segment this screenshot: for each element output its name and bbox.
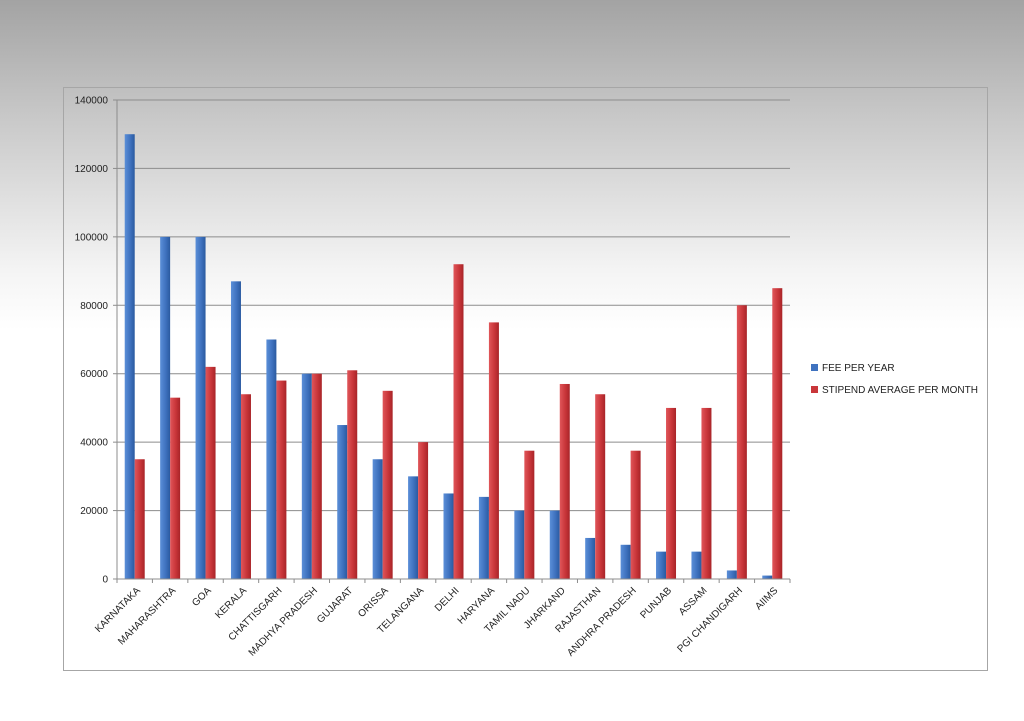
x-category-label: GOA [190, 585, 214, 609]
bar-fee-7 [372, 459, 383, 579]
x-category-label: ASSAM [677, 585, 710, 618]
bar-stipend-6 [347, 370, 358, 579]
bar-stipend-2 [205, 366, 216, 579]
legend-swatch-0 [811, 364, 818, 371]
legend-label-0: FEE PER YEAR [822, 363, 895, 374]
y-tick-label: 120000 [75, 164, 109, 175]
bar-stipend-14 [630, 450, 641, 579]
x-category-label: ORISSA [356, 585, 391, 620]
bar-stipend-4 [276, 380, 287, 579]
bar-fee-10 [478, 496, 489, 579]
gridlines [117, 99, 790, 512]
bar-stipend-7 [382, 390, 393, 579]
bar-stipend-3 [240, 394, 251, 579]
y-tick-label: 0 [102, 575, 108, 586]
y-tick-label: 60000 [80, 369, 108, 380]
bar-stipend-1 [170, 397, 181, 579]
bar-stipend-10 [488, 322, 499, 579]
bar-fee-6 [337, 425, 348, 579]
y-tick-label: 80000 [80, 301, 108, 312]
chart-frame [63, 87, 988, 671]
y-tick-label: 40000 [80, 438, 108, 449]
bar-stipend-16 [701, 407, 712, 579]
bar-stipend-15 [666, 407, 677, 579]
x-category-label: PUNJAB [638, 585, 674, 621]
bar-fee-1 [160, 236, 171, 579]
axes [113, 100, 791, 583]
x-category-label: GUJARAT [315, 585, 355, 625]
x-category-label: PGI CHANDIGARH [676, 585, 745, 654]
bar-fee-14 [620, 544, 631, 579]
bar-fee-2 [195, 236, 206, 579]
bar-fee-11 [514, 510, 525, 579]
x-category-label: KERALA [213, 585, 249, 621]
x-category-label: DELHI [433, 585, 462, 614]
bar-fee-5 [301, 373, 312, 579]
bar-stipend-12 [559, 383, 570, 579]
bar-fee-8 [408, 476, 419, 579]
bar-fee-13 [585, 537, 596, 579]
bar-stipend-5 [311, 373, 322, 579]
y-tick-label: 100000 [75, 232, 109, 243]
bar-fee-12 [549, 510, 560, 579]
bar-stipend-0 [134, 459, 145, 579]
bar-stipend-11 [524, 450, 535, 579]
bar-fee-0 [124, 134, 135, 579]
x-category-label: MADHYA PRADESH [247, 585, 320, 658]
bar-fee-9 [443, 493, 454, 579]
bar-stipend-8 [418, 442, 429, 579]
bar-stipend-9 [453, 264, 464, 579]
bar-fee-3 [230, 281, 241, 579]
bar-fee-17 [726, 570, 737, 579]
bars [124, 134, 783, 579]
legend: FEE PER YEAR STIPEND AVERAGE PER MONTH [811, 363, 978, 396]
legend-label-1: STIPEND AVERAGE PER MONTH [822, 385, 978, 396]
y-axis-ticks: 0 20000 40000 60000 80000 100000 120000 140000 [75, 96, 117, 586]
bar-fee-15 [656, 551, 667, 579]
bar-stipend-18 [772, 288, 783, 579]
y-tick-label: 20000 [80, 506, 108, 517]
bar-stipend-17 [736, 305, 747, 579]
bar-fee-18 [762, 575, 773, 579]
bar-stipend-13 [595, 394, 606, 579]
x-category-label: ANDHRA PRADESH [565, 585, 638, 658]
y-tick-label: 140000 [75, 96, 109, 107]
legend-swatch-1 [811, 386, 818, 393]
bar-fee-16 [691, 551, 702, 579]
x-category-label: AIIMS [753, 585, 780, 612]
bar-fee-4 [266, 339, 277, 579]
